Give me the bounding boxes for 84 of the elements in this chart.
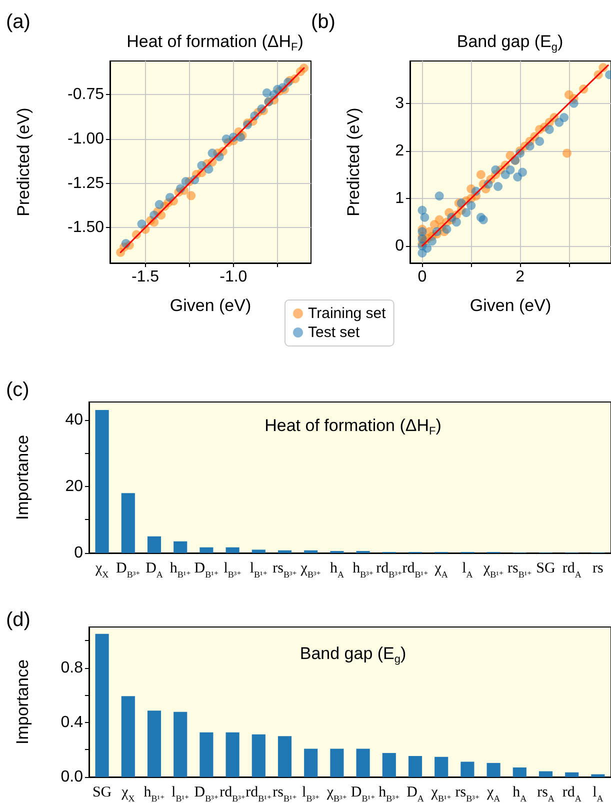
bar [486, 762, 500, 777]
bar [591, 774, 605, 777]
y-tick-label: -1.25 [68, 174, 104, 192]
y-tick-label: 0.8 [60, 659, 84, 676]
x-tick-label: -1.0 [220, 268, 248, 286]
point [137, 220, 146, 229]
y-tick-label: 40 [65, 411, 84, 428]
point [544, 124, 554, 134]
y-axis-title: Importance [13, 434, 32, 520]
y-tick-label: 2 [395, 142, 404, 160]
bar [434, 756, 448, 777]
point [494, 182, 503, 191]
point [434, 191, 444, 200]
bar [95, 410, 109, 553]
legend-label: Training set [308, 305, 387, 322]
point [422, 244, 432, 253]
point [462, 208, 471, 218]
bar [174, 712, 188, 777]
bar [356, 748, 370, 777]
bar [226, 732, 240, 777]
bar [147, 710, 162, 777]
y-axis-title: Predicted (eV) [344, 108, 363, 216]
y-axis-title: Predicted (eV) [14, 108, 33, 216]
bar [226, 547, 240, 553]
y-tick-label: -0.75 [68, 86, 104, 104]
point [418, 206, 427, 215]
point [476, 170, 486, 180]
legend-label: Test set [308, 324, 361, 341]
point [208, 148, 217, 158]
y-tick-label: 0 [395, 237, 404, 254]
y-tick-label: 20 [65, 478, 84, 495]
point [154, 200, 164, 210]
point [535, 136, 544, 146]
y-axis-title: Importance [13, 659, 32, 745]
x-tick-label: -1.5 [131, 268, 160, 286]
bar [512, 767, 526, 777]
bar [460, 762, 474, 777]
text: (c) [6, 379, 30, 401]
y-tick-label: -1.00 [68, 130, 104, 148]
bar [200, 547, 214, 553]
point [452, 218, 461, 227]
point [506, 165, 515, 174]
y-tick-label: 0 [74, 544, 84, 562]
bar [565, 772, 579, 777]
text: (b) [311, 11, 336, 33]
x-tick-label: SG [536, 560, 556, 576]
x-tick-label: SG [92, 784, 112, 800]
point [420, 212, 430, 222]
bar [330, 748, 344, 777]
bar [538, 771, 553, 777]
text: (d) [6, 609, 30, 631]
bar [382, 753, 396, 777]
point [186, 191, 196, 200]
point [478, 215, 488, 224]
text: (a) [6, 11, 30, 33]
bar [121, 493, 135, 553]
x-tick-label: 2 [516, 268, 525, 286]
bar [278, 550, 292, 553]
bar [252, 734, 266, 777]
bar [174, 541, 188, 553]
x-tick-label: 0 [418, 268, 427, 286]
bar [304, 550, 318, 553]
y-tick-label: 0.4 [60, 714, 84, 731]
bar [121, 696, 135, 777]
x-tick-label: rs [592, 560, 604, 576]
bar [147, 536, 162, 553]
y-tick-label: 1 [395, 190, 404, 207]
bar [95, 634, 109, 777]
point [562, 148, 572, 158]
point [442, 224, 452, 234]
point [418, 227, 427, 236]
y-tick-label: -1.50 [68, 219, 104, 236]
y-tick-label: 0.0 [60, 768, 84, 786]
bar [252, 550, 266, 553]
bar [408, 756, 422, 777]
bar [200, 732, 214, 777]
bar [304, 748, 318, 777]
x-axis-title: Given (eV) [470, 296, 552, 315]
point [518, 168, 527, 177]
bar [278, 736, 292, 777]
point [466, 200, 476, 210]
y-tick-label: 3 [395, 94, 404, 112]
x-axis-title: Given (eV) [170, 296, 252, 315]
point [560, 113, 569, 122]
